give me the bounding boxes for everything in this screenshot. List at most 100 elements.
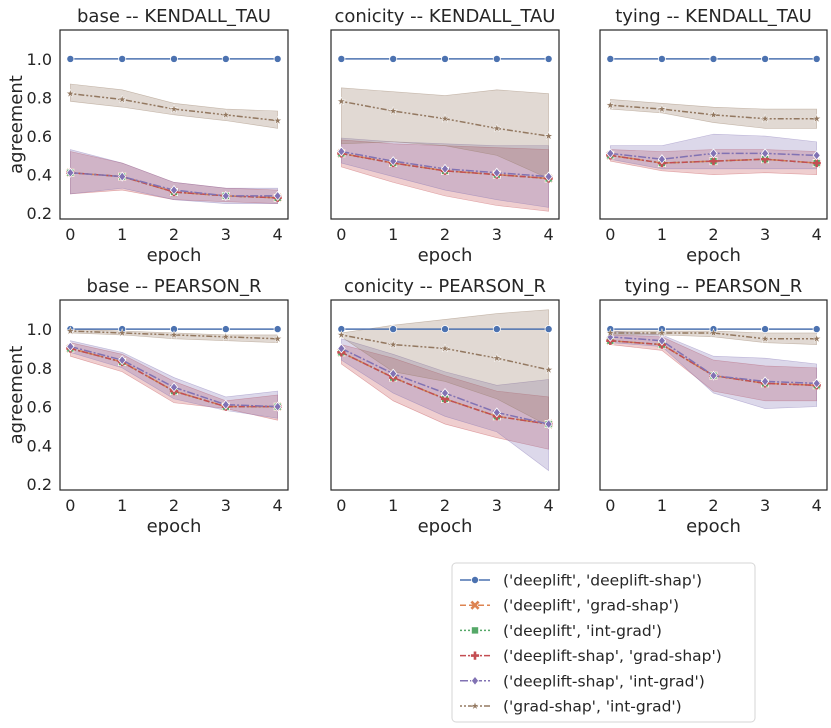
data-point <box>491 123 502 133</box>
data-point <box>760 113 771 123</box>
data-point <box>606 54 615 63</box>
data-point <box>66 54 75 63</box>
data-point <box>389 156 398 167</box>
x-tick-label: 4 <box>273 225 283 244</box>
data-point <box>389 54 398 63</box>
y-tick-label: 0.8 <box>27 89 52 108</box>
legend-marker <box>470 700 480 711</box>
data-point <box>606 148 615 159</box>
data-point <box>760 376 770 387</box>
data-point <box>169 54 178 63</box>
x-axis-label: epoch <box>686 516 741 537</box>
data-point <box>657 154 667 165</box>
y-tick-label: 0.2 <box>27 475 52 494</box>
data-point <box>118 54 127 63</box>
subplot-title: conicity -- KENDALL_TAU <box>334 6 555 27</box>
data-point <box>273 401 282 412</box>
data-point <box>605 99 616 110</box>
data-point <box>169 329 179 340</box>
x-tick-label: 3 <box>492 225 502 244</box>
data-point <box>273 54 282 63</box>
data-point <box>118 171 127 182</box>
x-tick-label: 2 <box>708 496 718 515</box>
legend-item: ('deeplift', 'grad-shap') <box>460 597 679 615</box>
subplot-4: base -- PEARSON_R 0 1 2 3 4 epoch 0.2 0.4 0.6 0.8 1… <box>6 276 289 537</box>
x-tick-label: 3 <box>760 225 770 244</box>
x-tick-label: 2 <box>440 496 450 515</box>
x-tick-label: 2 <box>169 225 179 244</box>
data-point <box>440 163 450 174</box>
data-point <box>491 352 502 363</box>
data-point <box>543 364 554 375</box>
y-axis-label: agreement <box>6 75 27 174</box>
legend: ('deeplift', 'deeplift-shap') ('deeplift'… <box>451 562 756 723</box>
x-tick-label: 3 <box>221 496 231 515</box>
series-line <box>610 104 817 120</box>
axes-frame <box>59 299 289 491</box>
legend-item: ('deeplift', 'deeplift-shap') <box>460 572 702 590</box>
data-point <box>65 325 76 336</box>
data-point <box>169 382 179 393</box>
plot-area <box>65 325 283 421</box>
data-point <box>656 327 667 338</box>
data-point <box>709 148 718 159</box>
x-tick-label: 2 <box>169 496 179 515</box>
x-tick-label: 1 <box>388 225 398 244</box>
data-point <box>273 325 282 334</box>
x-tick-label: 0 <box>336 225 346 244</box>
data-point <box>272 115 283 125</box>
plot-area <box>605 54 822 175</box>
data-point <box>117 94 128 104</box>
legend-label: ('deeplift', 'deeplift-shap') <box>503 572 702 590</box>
data-point <box>761 325 770 334</box>
confidence-band <box>70 149 278 204</box>
data-point <box>812 54 821 63</box>
data-point <box>336 329 347 340</box>
data-point <box>544 325 553 334</box>
plot-area <box>336 309 554 472</box>
y-tick-label: 0.4 <box>27 436 52 455</box>
x-tick-label: 3 <box>760 496 770 515</box>
x-tick-label: 2 <box>708 225 718 244</box>
plot-area <box>605 325 822 409</box>
x-tick-label: 4 <box>544 225 554 244</box>
data-point <box>220 109 231 120</box>
legend-label: ('grad-shap', 'int-grad') <box>503 698 682 716</box>
data-point <box>709 370 718 381</box>
data-point <box>117 327 128 338</box>
y-tick-label: 1.0 <box>27 50 52 69</box>
x-tick-label: 0 <box>605 496 615 515</box>
data-point <box>761 54 770 63</box>
data-point <box>812 378 821 389</box>
axes-frame <box>599 29 828 220</box>
data-point <box>169 103 179 114</box>
data-point <box>709 54 718 63</box>
data-point <box>273 190 282 201</box>
legend-box <box>451 562 756 723</box>
data-point <box>492 407 501 418</box>
series-line <box>610 332 817 340</box>
data-point <box>492 167 501 178</box>
data-point <box>812 150 821 161</box>
data-point <box>544 419 553 430</box>
data-point <box>760 148 770 159</box>
x-axis-label: epoch <box>686 245 741 266</box>
data-point <box>221 54 230 63</box>
x-tick-label: 3 <box>492 496 502 515</box>
x-tick-label: 1 <box>657 225 667 244</box>
data-point <box>66 341 75 352</box>
x-axis-label: epoch <box>147 245 202 266</box>
subplot-title: tying -- PEARSON_R <box>625 276 803 297</box>
x-tick-label: 4 <box>544 496 554 515</box>
x-tick-label: 0 <box>65 225 75 244</box>
x-tick-label: 0 <box>65 496 75 515</box>
series-line <box>70 330 278 340</box>
data-point <box>543 130 554 141</box>
data-point <box>388 105 399 116</box>
legend-item: ('deeplift-shap', 'grad-shap') <box>460 647 722 665</box>
data-point <box>440 325 449 334</box>
x-tick-label: 0 <box>605 225 615 244</box>
y-tick-label: 0.2 <box>27 204 52 223</box>
subplot-2: conicity -- KENDALL_TAU 0 1 2 3 4 epoch <box>330 6 560 266</box>
